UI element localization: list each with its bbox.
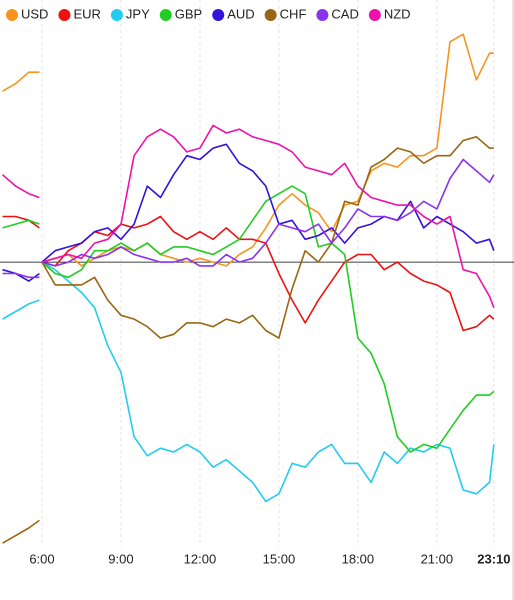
legend-label: CHF bbox=[280, 6, 307, 21]
legend-marker bbox=[58, 9, 71, 21]
legend-label: GBP bbox=[175, 6, 202, 21]
legend-label: EUR bbox=[73, 6, 100, 21]
legend-marker bbox=[368, 9, 381, 21]
x-tick-label: 12:00 bbox=[184, 551, 217, 566]
x-tick-label: 21:00 bbox=[421, 551, 454, 566]
series-line bbox=[2, 136, 494, 544]
legend-label: AUD bbox=[227, 6, 254, 21]
legend-label: JPY bbox=[126, 6, 150, 21]
series-line bbox=[2, 33, 494, 267]
legend-marker bbox=[316, 9, 329, 21]
x-tick-label: 6:00 bbox=[29, 551, 54, 566]
series-line bbox=[2, 261, 495, 503]
legend-label: NZD bbox=[384, 6, 411, 21]
legend-marker bbox=[6, 9, 18, 21]
series-line bbox=[2, 158, 495, 279]
x-tick-label: 18:00 bbox=[342, 551, 375, 566]
x-tick-label: 23:10 bbox=[477, 551, 510, 566]
legend-marker bbox=[159, 9, 172, 21]
legend-marker bbox=[264, 9, 277, 21]
series-line bbox=[2, 185, 495, 453]
legend-label: USD bbox=[21, 6, 48, 21]
legend-label: CAD bbox=[331, 6, 358, 21]
x-tick-label: 15:00 bbox=[263, 551, 296, 566]
series-line bbox=[1, 124, 495, 308]
legend-marker bbox=[212, 9, 225, 21]
x-tick-label: 9:00 bbox=[108, 551, 133, 566]
legend-marker bbox=[110, 9, 123, 21]
